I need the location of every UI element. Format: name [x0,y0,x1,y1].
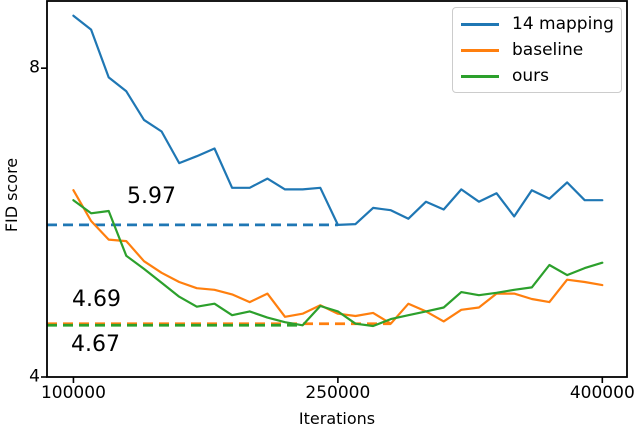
legend-entry-ours: ours [453,65,621,86]
legend-label: baseline [512,39,584,60]
legend-label: 14 mapping [512,13,614,34]
x-tick-label-400000: 400000 [569,383,634,403]
y-axis-label: FID score [2,157,21,233]
series-line-ours [72,199,604,328]
min-annotation-14-mapping: 5.97 [127,184,176,209]
legend-entry-14-mapping: 14 mapping [453,13,621,34]
min-annotation-baseline: 4.69 [72,287,121,312]
x-tick-label-250000: 250000 [305,383,371,403]
series-line-14-mapping [72,14,604,226]
series-line-baseline [72,189,604,325]
y-tick-label-4: 4 [29,366,40,387]
x-tick-label-100000: 100000 [40,383,106,403]
legend-label: ours [512,65,550,86]
legend-line-sample-orange-icon [461,48,499,52]
plot-border [46,0,628,378]
legend: 14 mapping baseline ours [452,7,622,93]
legend-line-sample-blue-icon [461,22,499,26]
legend-entry-baseline: baseline [453,39,621,60]
x-axis-label: Iterations [298,409,376,428]
y-tick-label-8: 8 [29,57,40,78]
legend-line-sample-green-icon [461,74,499,78]
min-annotation-ours: 4.67 [71,332,120,357]
